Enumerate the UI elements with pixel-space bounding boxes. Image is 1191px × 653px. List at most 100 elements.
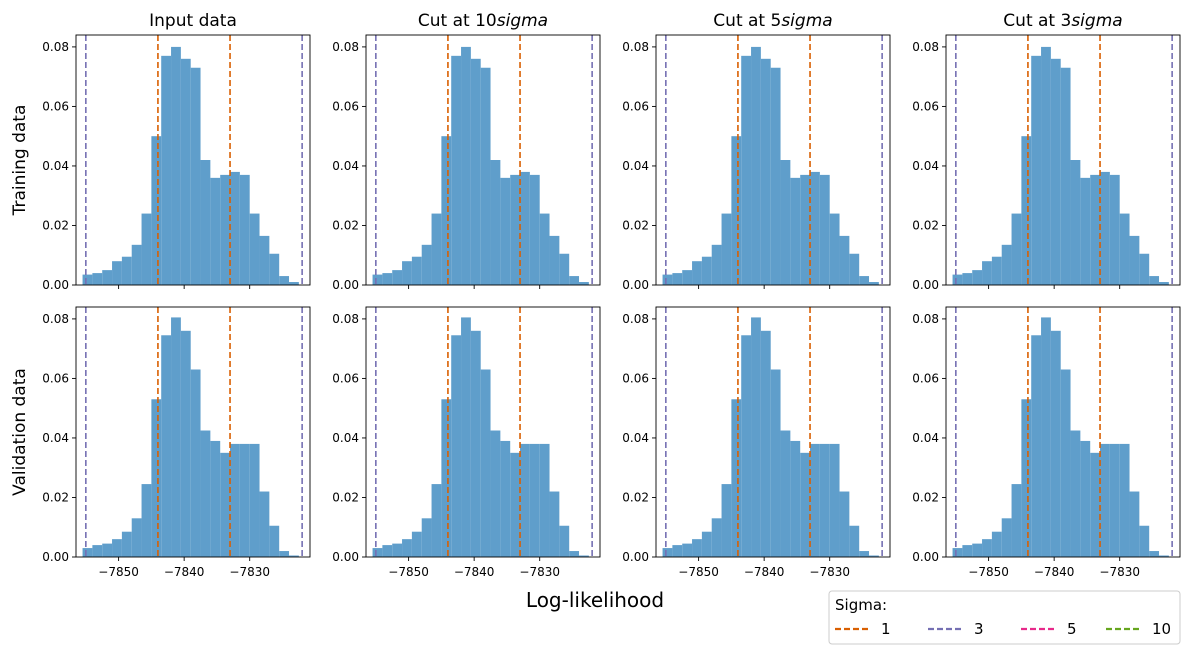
- histogram-bar: [529, 174, 540, 285]
- legend-label-1: 1: [881, 620, 891, 638]
- axes-frame: [655, 306, 891, 558]
- histogram-bar: [1080, 177, 1091, 285]
- histogram-bar: [1109, 174, 1120, 285]
- histogram-bar: [1041, 317, 1051, 557]
- histogram-bar: [510, 452, 521, 557]
- histogram-bar: [249, 443, 260, 557]
- panel-r1-c1: 0.00 0.02 0.04 0.06 0.08 −7850 −7840 −7830: [332, 306, 601, 579]
- histogram-bar: [82, 274, 93, 285]
- histogram-bar: [82, 548, 93, 557]
- histogram-bar: [1021, 399, 1032, 557]
- histogram-bar: [1050, 58, 1061, 285]
- histogram-bar: [539, 443, 550, 557]
- histogram-bar: [770, 369, 781, 557]
- histogram-bar: [121, 531, 132, 557]
- y-tick-label: 0.04: [622, 159, 649, 173]
- histogram-bar: [859, 276, 870, 285]
- histogram-bar: [1050, 330, 1061, 557]
- panel-title: Input data: [149, 11, 237, 31]
- histogram-bar: [141, 484, 152, 557]
- y-tick-label: 0.04: [912, 431, 939, 445]
- histogram-bar: [392, 543, 403, 557]
- row-label-training: Training data: [10, 105, 30, 217]
- histogram-bar: [982, 261, 992, 285]
- y-tick-label: 0.02: [912, 218, 939, 232]
- y-tick-label: 0.04: [332, 159, 359, 173]
- y-tick-label: 0.00: [622, 550, 649, 564]
- y-tick-label: 0.02: [42, 218, 69, 232]
- histogram-bar: [1031, 335, 1042, 557]
- histogram-bar: [121, 256, 132, 285]
- histogram-bar: [461, 46, 471, 286]
- histogram-bar: [780, 160, 791, 285]
- y-tick-label: 0.06: [332, 371, 359, 385]
- histogram-bar: [829, 213, 840, 285]
- histogram-bar: [180, 58, 191, 285]
- histogram-bar: [741, 335, 752, 557]
- histogram-bar: [711, 244, 722, 285]
- histogram-bar: [800, 452, 811, 557]
- histogram-bar: [1031, 55, 1042, 286]
- histogram-bar: [92, 273, 103, 285]
- histogram-bar: [230, 171, 240, 285]
- y-tick-label: 0.08: [912, 312, 939, 326]
- histogram-bar: [760, 58, 771, 285]
- histogram-bar: [790, 177, 801, 285]
- histogram-bar: [490, 430, 501, 557]
- y-tick-label: 0.02: [912, 490, 939, 504]
- histogram-bar: [461, 317, 471, 557]
- x-axis-label: Log-likelihood: [526, 588, 664, 612]
- histogram-bar: [411, 531, 422, 557]
- histogram-bar: [579, 555, 589, 557]
- x-tick-label: −7840: [164, 565, 205, 579]
- x-tick-label: −7830: [229, 565, 270, 579]
- histogram-bar: [790, 440, 801, 557]
- y-tick-label: 0.00: [912, 550, 939, 564]
- histogram-bar: [171, 317, 181, 557]
- histogram-bar: [421, 518, 432, 557]
- axes-frame: [365, 306, 601, 558]
- y-tick-label: 0.00: [332, 278, 359, 292]
- histogram-bar: [829, 443, 840, 557]
- histogram-bar: [190, 67, 201, 285]
- histogram-bar: [239, 443, 250, 557]
- axes-frame: [75, 306, 311, 558]
- histogram-bar: [161, 335, 172, 557]
- histogram-bar: [112, 539, 122, 557]
- axes-frame: [365, 34, 601, 286]
- histogram-bar: [1090, 452, 1101, 557]
- histogram-bar: [421, 244, 432, 285]
- histogram-bar: [962, 545, 973, 557]
- x-tick-label: −7850: [98, 565, 139, 579]
- histogram-bar: [1109, 443, 1120, 557]
- histogram-bar: [1021, 136, 1032, 285]
- y-tick-label: 0.04: [42, 159, 69, 173]
- y-tick-label: 0.02: [42, 490, 69, 504]
- histogram-bar: [1011, 484, 1022, 557]
- histogram-bar: [1001, 518, 1012, 557]
- panel-r1-c0: 0.00 0.02 0.04 0.06 0.08 −7850 −7840 −7830: [42, 306, 311, 579]
- histogram-bar: [220, 174, 231, 285]
- histogram-bar: [220, 452, 231, 557]
- histogram-bar: [952, 274, 963, 285]
- histogram-bar: [431, 484, 442, 557]
- histogram-bar: [849, 253, 860, 285]
- histogram-bar: [480, 67, 491, 285]
- x-tick-label: −7840: [744, 565, 785, 579]
- axes-frame: [75, 34, 311, 286]
- histogram-bar: [972, 543, 983, 557]
- y-tick-label: 0.08: [622, 40, 649, 54]
- histogram-bar: [721, 484, 732, 557]
- histogram-bar: [1139, 525, 1150, 557]
- panel-r0-c0: 0.00 0.02 0.04 0.06 0.08 Input data: [42, 11, 311, 292]
- legend: Sigma: 1 3 5 10: [828, 590, 1181, 645]
- histogram-bar: [1090, 174, 1101, 285]
- y-tick-label: 0.02: [332, 490, 359, 504]
- histogram-bar: [451, 335, 462, 557]
- histogram-bar: [259, 235, 270, 285]
- axes-frame: [945, 306, 1181, 558]
- histogram-bar: [402, 261, 412, 285]
- histogram-bar: [289, 555, 299, 557]
- x-tick-label: −7830: [1099, 565, 1140, 579]
- y-tick-label: 0.06: [622, 99, 649, 113]
